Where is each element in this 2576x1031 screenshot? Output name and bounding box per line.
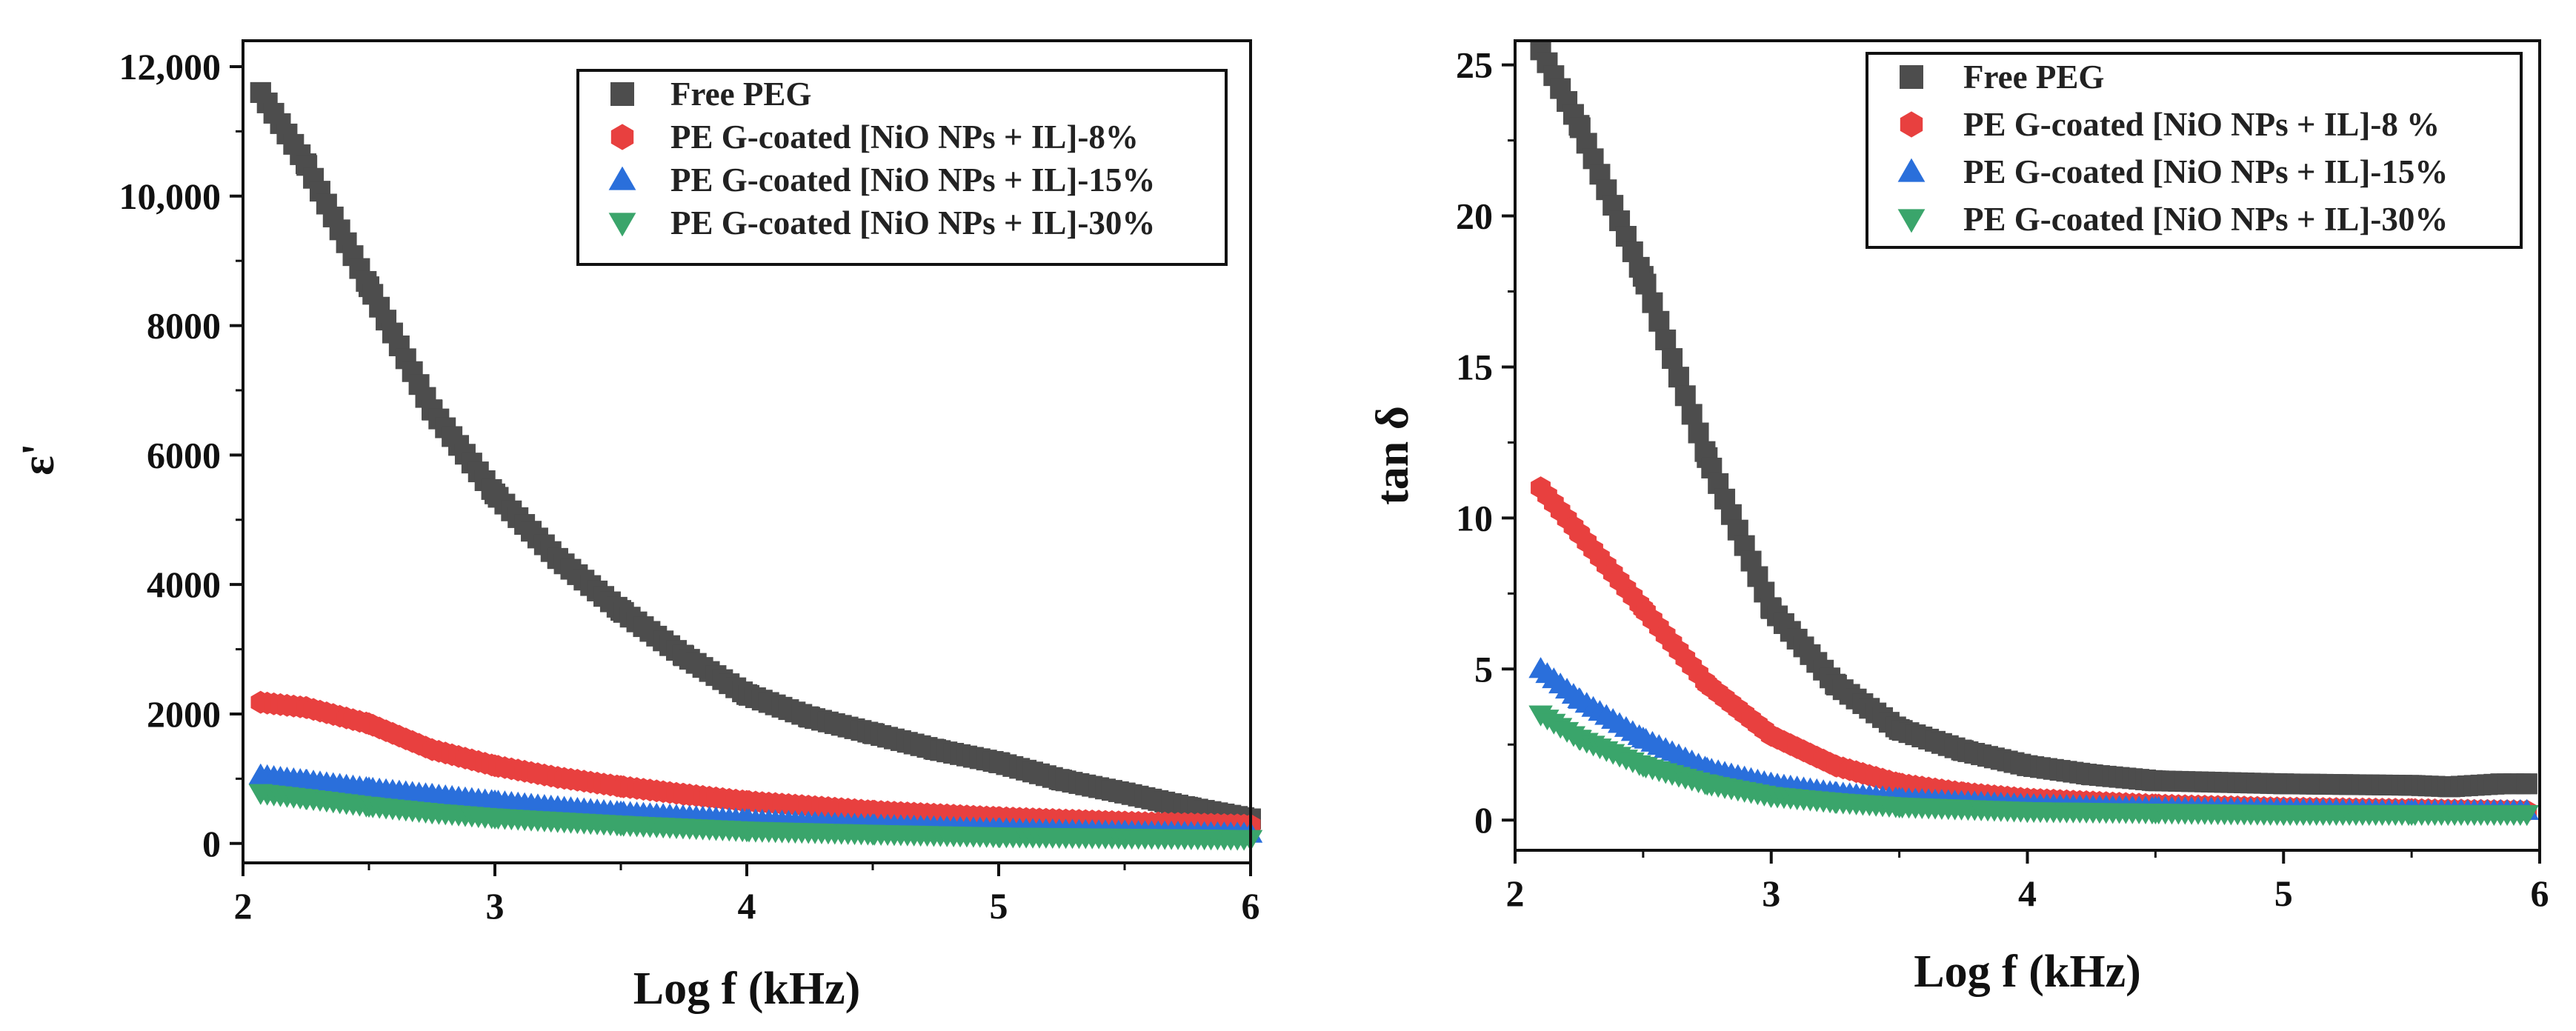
x-tick-label: 5 — [990, 885, 1008, 927]
legend-marker — [1897, 158, 1926, 182]
legend-box — [576, 69, 1228, 266]
y-tick-label: 6000 — [147, 434, 221, 476]
curve-marker — [1642, 292, 1663, 313]
y-tick-label: 15 — [1456, 346, 1493, 387]
x-axis-label: Log f (kHz) — [633, 964, 861, 1014]
curve-marker — [1648, 310, 1670, 332]
x-tick-label: 4 — [2018, 872, 2037, 914]
legend-label: PE G-coated [NiO NPs + IL]-30% — [1963, 201, 2448, 238]
y-tick-label: 10 — [1456, 497, 1493, 538]
curve-marker — [1635, 273, 1657, 295]
curve-marker — [2515, 805, 2539, 827]
legend-marker — [610, 124, 634, 150]
legend-label: PE G-coated [NiO NPs + IL]-30% — [670, 204, 1155, 241]
x-tick-label: 6 — [2531, 872, 2549, 914]
chart-1: 2 3 4 5 6 0 2000 4000 6000 8000 10,000 12,000 Log f … — [13, 39, 1263, 1014]
curve-marker — [1655, 329, 1677, 350]
x-tick-label: 3 — [1762, 872, 1780, 914]
series-4 — [1528, 705, 2539, 827]
y-axis-label: ε' — [13, 443, 64, 476]
curve-marker — [1662, 348, 1683, 370]
y-tick-label: 0 — [202, 823, 221, 864]
legend-box — [1866, 52, 2523, 249]
y-axis-label: tan δ — [1368, 406, 1418, 505]
legend-label: PE G-coated [NiO NPs + IL]-15% — [670, 161, 1155, 198]
legend: Free PEG PE G-coated [NiO NPs + IL]-8% PE … — [576, 69, 1228, 266]
y-tick-label: 4000 — [147, 564, 221, 605]
x-tick-label: 2 — [234, 885, 253, 927]
x-tick-label: 6 — [1242, 885, 1260, 927]
curve-marker — [1668, 367, 1689, 388]
series-1 — [250, 81, 1261, 830]
legend-label: Free PEG — [1963, 59, 2104, 96]
y-tick-label: 2000 — [147, 693, 221, 735]
y-tick-label: 10,000 — [119, 176, 222, 217]
x-tick-label: 3 — [486, 885, 505, 927]
plot-area — [1528, 39, 2539, 827]
x-tick-label: 4 — [738, 885, 756, 927]
legend-marker — [1900, 111, 1923, 138]
curve-marker — [2516, 773, 2537, 795]
legend-label: PE G-coated [NiO NPs + IL]-8 % — [1963, 106, 2440, 143]
legend-marker — [1900, 65, 1923, 89]
legend-marker — [608, 213, 636, 237]
x-tick-label: 5 — [2274, 872, 2293, 914]
legend-marker — [1897, 209, 1926, 233]
y-tick-label: 5 — [1474, 648, 1493, 690]
x-tick-label: 2 — [1506, 872, 1525, 914]
x-axis-label: Log f (kHz) — [1914, 947, 2141, 997]
y-tick-label: 25 — [1456, 44, 1493, 86]
curve-marker — [1681, 404, 1703, 425]
legend-marker — [610, 82, 634, 106]
plot-area — [248, 81, 1263, 851]
y-tick-label: 12,000 — [119, 46, 222, 87]
y-tick-label: 20 — [1456, 196, 1493, 237]
legend: Free PEG PE G-coated [NiO NPs + IL]-8 % PE… — [1866, 52, 2523, 249]
chart-2: 2 3 4 5 6 0 5 10 15 20 25 Log f (kHz) tan δ Free PEG P… — [1368, 39, 2549, 997]
series-4 — [248, 784, 1263, 851]
legend-label: PE G-coated [NiO NPs + IL]-8% — [670, 119, 1139, 156]
curve-marker — [1674, 385, 1696, 407]
y-tick-label: 0 — [1474, 799, 1493, 841]
legend-label: Free PEG — [670, 76, 811, 113]
legend-label: PE G-coated [NiO NPs + IL]-15% — [1963, 153, 2448, 190]
curve-marker — [1688, 422, 1709, 444]
legend-marker — [608, 166, 636, 190]
series-1 — [1530, 39, 2537, 798]
y-tick-label: 8000 — [147, 305, 221, 347]
